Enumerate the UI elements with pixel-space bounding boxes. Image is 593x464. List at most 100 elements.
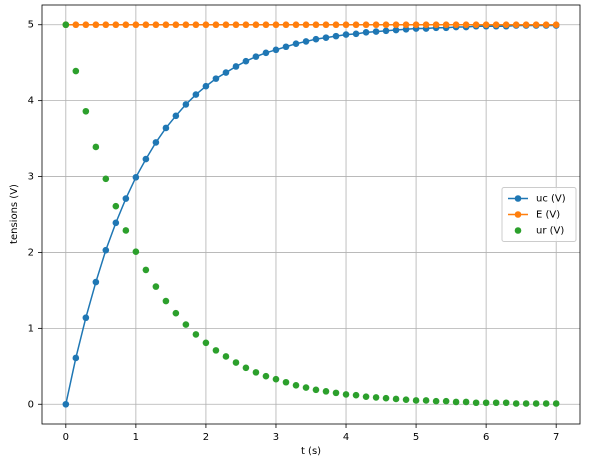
data-point bbox=[422, 397, 430, 404]
data-point bbox=[512, 21, 520, 29]
data-point bbox=[232, 359, 240, 366]
data-point bbox=[152, 139, 160, 146]
data-point bbox=[392, 26, 400, 34]
data-point bbox=[402, 396, 410, 404]
y-tick-label: 0 bbox=[28, 399, 34, 410]
data-point bbox=[492, 399, 500, 407]
data-point bbox=[372, 21, 380, 29]
data-point bbox=[492, 21, 500, 29]
data-point bbox=[342, 391, 350, 398]
data-point bbox=[242, 21, 250, 29]
data-point bbox=[192, 21, 200, 29]
legend-box bbox=[501, 187, 577, 242]
data-point bbox=[422, 21, 430, 29]
data-point bbox=[362, 21, 370, 29]
data-point bbox=[542, 21, 550, 29]
data-point bbox=[222, 69, 230, 76]
data-point bbox=[502, 399, 510, 407]
data-point bbox=[322, 21, 330, 29]
data-point bbox=[452, 398, 460, 406]
data-point bbox=[112, 219, 120, 227]
data-point bbox=[222, 353, 230, 360]
data-point bbox=[192, 91, 200, 98]
data-point bbox=[462, 398, 470, 406]
data-point bbox=[432, 21, 440, 29]
data-point bbox=[272, 46, 280, 54]
y-tick-label: 2 bbox=[28, 247, 34, 258]
data-point bbox=[302, 384, 310, 391]
data-point bbox=[232, 63, 240, 70]
data-point bbox=[442, 21, 450, 29]
data-point bbox=[282, 21, 290, 29]
x-tick-label: 4 bbox=[343, 432, 349, 443]
data-point bbox=[342, 31, 350, 38]
data-point bbox=[332, 32, 340, 40]
data-point bbox=[402, 25, 410, 33]
data-point bbox=[72, 67, 80, 75]
series-line bbox=[65, 24, 557, 405]
legend-label: ur (V) bbox=[536, 226, 564, 237]
data-point bbox=[182, 21, 190, 29]
data-point bbox=[232, 21, 240, 29]
data-point bbox=[292, 40, 300, 48]
data-point bbox=[352, 391, 360, 399]
data-point bbox=[72, 21, 80, 29]
data-point bbox=[172, 112, 180, 120]
data-point bbox=[252, 21, 260, 29]
data-point bbox=[142, 266, 150, 274]
data-point bbox=[132, 248, 140, 255]
data-point bbox=[122, 227, 130, 234]
data-point bbox=[222, 21, 230, 29]
data-point bbox=[352, 21, 360, 29]
x-tick-label: 6 bbox=[483, 432, 489, 443]
legend-marker bbox=[514, 195, 522, 202]
data-point bbox=[62, 21, 70, 29]
data-point bbox=[442, 397, 450, 405]
data-point bbox=[392, 21, 400, 29]
data-point bbox=[482, 399, 490, 407]
data-point bbox=[482, 21, 490, 29]
x-tick-label: 0 bbox=[63, 432, 69, 443]
data-point bbox=[402, 21, 410, 29]
data-point bbox=[362, 393, 370, 400]
x-tick-label: 5 bbox=[413, 432, 419, 443]
data-point bbox=[122, 21, 130, 29]
data-point bbox=[82, 107, 90, 115]
data-point bbox=[242, 364, 250, 372]
data-point bbox=[152, 283, 160, 290]
data-point bbox=[162, 297, 170, 305]
data-point bbox=[182, 101, 190, 108]
data-point bbox=[132, 174, 140, 181]
x-tick-label: 3 bbox=[273, 432, 279, 443]
y-tick-label: 5 bbox=[28, 20, 34, 31]
data-point bbox=[512, 400, 520, 407]
data-point bbox=[382, 27, 390, 35]
data-point bbox=[202, 82, 210, 90]
data-point bbox=[132, 21, 140, 29]
data-point bbox=[332, 21, 340, 29]
data-point bbox=[432, 397, 440, 405]
data-point bbox=[102, 175, 110, 183]
data-point bbox=[92, 278, 100, 286]
x-tick-label: 1 bbox=[133, 432, 139, 443]
y-tick-label: 4 bbox=[28, 96, 34, 107]
data-point bbox=[162, 21, 170, 29]
data-point bbox=[522, 400, 530, 407]
data-point bbox=[112, 21, 120, 29]
data-point bbox=[102, 21, 110, 29]
data-point bbox=[142, 155, 150, 163]
data-point bbox=[312, 386, 320, 394]
data-point bbox=[302, 38, 310, 45]
legend: uc (V) E (V) ur (V) bbox=[501, 187, 577, 242]
data-point bbox=[212, 21, 220, 29]
data-point bbox=[312, 21, 320, 29]
data-point bbox=[162, 124, 170, 132]
data-point bbox=[302, 21, 310, 29]
data-point bbox=[82, 21, 90, 29]
data-point bbox=[372, 394, 380, 401]
data-point bbox=[272, 375, 280, 383]
data-point bbox=[112, 202, 120, 210]
legend-label: uc (V) bbox=[536, 194, 566, 205]
data-point bbox=[262, 372, 270, 380]
